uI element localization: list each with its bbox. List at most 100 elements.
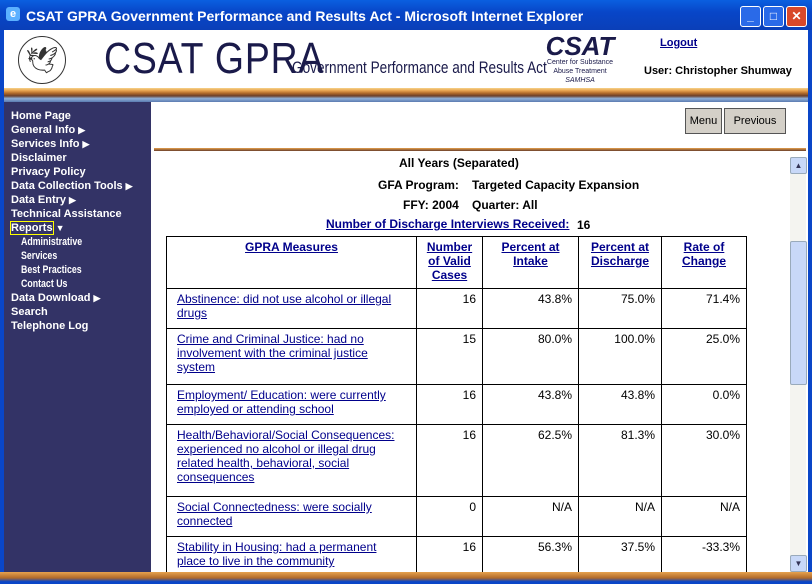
value-cell: 16 (416, 288, 483, 329)
previous-button[interactable]: Previous (724, 108, 786, 134)
sidebar-item-services[interactable]: Services (21, 250, 57, 262)
window-title: CSAT GPRA Government Performance and Res… (26, 8, 584, 24)
scroll-up-icon[interactable]: ▲ (790, 157, 807, 174)
maximize-button[interactable]: □ (763, 6, 784, 27)
value-cell: N/A (661, 496, 747, 537)
table-row: Social Connectedness: were socially conn… (166, 496, 747, 537)
value-cell: 43.8% (482, 384, 579, 425)
sidebar-item-label: Services (21, 250, 58, 262)
gfa-program-value: Targeted Capacity Expansion (472, 178, 640, 192)
column-header-link[interactable]: Rate of Change (681, 240, 726, 268)
ie-icon: e (6, 7, 20, 21)
sidebar-item-label: Home Page (11, 110, 71, 122)
sidebar-item-label: Search (11, 306, 48, 318)
sidebar-item-search[interactable]: Search (11, 306, 48, 318)
window-bottom-border (0, 572, 812, 584)
arrow-right-icon: ▶ (125, 181, 133, 191)
vertical-scrollbar[interactable]: ▲ ▼ (790, 157, 807, 572)
measure-link[interactable]: Social Connectedness: were socially conn… (177, 500, 372, 528)
value-cell: 16 (416, 536, 483, 577)
value-cell: 16 (416, 384, 483, 425)
value-cell: N/A (482, 496, 579, 537)
sidebar-item-label: Best Practices (21, 264, 82, 276)
brand-subtitle: Government Performance and Results Act (292, 58, 547, 77)
sidebar-item-label: Technical Assistance (11, 208, 122, 220)
sidebar-item-privacy-policy[interactable]: Privacy Policy (11, 166, 86, 178)
measure-link[interactable]: Abstinence: did not use alcohol or illeg… (177, 292, 392, 320)
measure-link[interactable]: Stability in Housing: had a permanent pl… (177, 540, 377, 568)
column-header-link[interactable]: Number of Valid Cases (426, 240, 473, 282)
sidebar-item-reports[interactable]: Reports ▼ (10, 221, 64, 235)
user-label: User: Christopher Shumway (644, 65, 792, 77)
column-header: GPRA Measures (166, 236, 417, 289)
scroll-thumb[interactable] (790, 241, 807, 385)
sidebar-item-data-collection-tools[interactable]: Data Collection Tools ▶ (11, 180, 133, 192)
arrow-right-icon: ▶ (78, 125, 86, 135)
close-button[interactable]: ✕ (786, 6, 807, 27)
sidebar-item-disclaimer[interactable]: Disclaimer (11, 152, 67, 164)
logout-link[interactable]: Logout (660, 37, 698, 49)
sidebar-item-telephone-log[interactable]: Telephone Log (11, 320, 88, 332)
minimize-button[interactable]: _ (740, 6, 761, 27)
sidebar-item-label: Privacy Policy (11, 166, 86, 178)
sidebar-item-general-info[interactable]: General Info ▶ (11, 124, 85, 136)
column-header-link[interactable]: Percent at Discharge (590, 240, 650, 268)
csat-logo: CSAT Center for Substance Abuse Treatmen… (540, 33, 620, 85)
discharge-interviews-link[interactable]: Number of Discharge Interviews Received: (326, 217, 570, 231)
arrow-right-icon: ▶ (69, 195, 76, 205)
measure-cell: Health/Behavioral/Social Consequences: e… (166, 424, 417, 497)
value-cell: 16 (416, 424, 483, 497)
column-header: Percent at Intake (482, 236, 579, 289)
sidebar-item-label: Contact Us (21, 278, 68, 290)
years-label: All Years (Separated) (399, 156, 519, 170)
sidebar-item-data-entry[interactable]: Data Entry ▶ (11, 194, 76, 206)
value-cell: 71.4% (661, 288, 747, 329)
value-cell: 0 (416, 496, 483, 537)
measure-cell: Stability in Housing: had a permanent pl… (166, 536, 417, 577)
sidebar-item-contact-us[interactable]: Contact Us (21, 278, 67, 290)
value-cell: 0.0% (661, 384, 747, 425)
measure-cell: Crime and Criminal Justice: had no invol… (166, 328, 417, 385)
sidebar-item-label: Disclaimer (11, 152, 67, 164)
arrow-right-icon: ▶ (93, 293, 101, 303)
value-cell: 62.5% (482, 424, 579, 497)
value-cell: 75.0% (578, 288, 662, 329)
sidebar-item-home-page[interactable]: Home Page (11, 110, 71, 122)
quarter-label: Quarter: All (472, 198, 538, 212)
sidebar-item-label: Data Download (11, 292, 91, 304)
column-header: Rate of Change (661, 236, 747, 289)
divider (154, 148, 806, 151)
sidebar-item-administrative[interactable]: Administrative (21, 236, 82, 248)
column-header-link[interactable]: GPRA Measures (245, 240, 338, 254)
value-cell: 30.0% (661, 424, 747, 497)
value-cell: 80.0% (482, 328, 579, 385)
column-header-link[interactable]: Percent at Intake (501, 240, 560, 268)
table-row: Health/Behavioral/Social Consequences: e… (166, 424, 747, 497)
measure-link[interactable]: Crime and Criminal Justice: had no invol… (177, 332, 368, 374)
measure-link[interactable]: Health/Behavioral/Social Consequences: e… (177, 428, 395, 484)
value-cell: 81.3% (578, 424, 662, 497)
value-cell: -33.3% (661, 536, 747, 577)
sidebar-item-label: Data Entry (11, 194, 67, 206)
menu-button[interactable]: Menu (685, 108, 722, 134)
ffy-label: FFY: 2004 (403, 198, 459, 212)
sidebar-item-label: Reports (10, 221, 54, 235)
sidebar-item-best-practices[interactable]: Best Practices (21, 264, 82, 276)
measure-cell: Abstinence: did not use alcohol or illeg… (166, 288, 417, 329)
title-bar: e CSAT GPRA Government Performance and R… (0, 0, 812, 30)
sidebar-item-technical-assistance[interactable]: Technical Assistance (11, 208, 122, 220)
csat-logo-sub2: Abuse Treatment (553, 68, 607, 75)
csat-logo-sub3: SAMHSA (565, 77, 595, 84)
sidebar-item-services-info[interactable]: Services Info ▶ (11, 138, 89, 150)
table-row: Abstinence: did not use alcohol or illeg… (166, 288, 747, 329)
value-cell: 43.8% (482, 288, 579, 329)
scroll-down-icon[interactable]: ▼ (790, 555, 807, 572)
value-cell: 56.3% (482, 536, 579, 577)
brand-title: CSAT GPRA (104, 34, 325, 83)
table-row: Employment/ Education: were currently em… (166, 384, 747, 425)
sidebar-item-label: Services Info (11, 138, 80, 150)
sidebar-item-data-download[interactable]: Data Download ▶ (11, 292, 100, 304)
measure-link[interactable]: Employment/ Education: were currently em… (177, 388, 386, 416)
value-cell: 37.5% (578, 536, 662, 577)
window-frame-right (808, 30, 812, 584)
